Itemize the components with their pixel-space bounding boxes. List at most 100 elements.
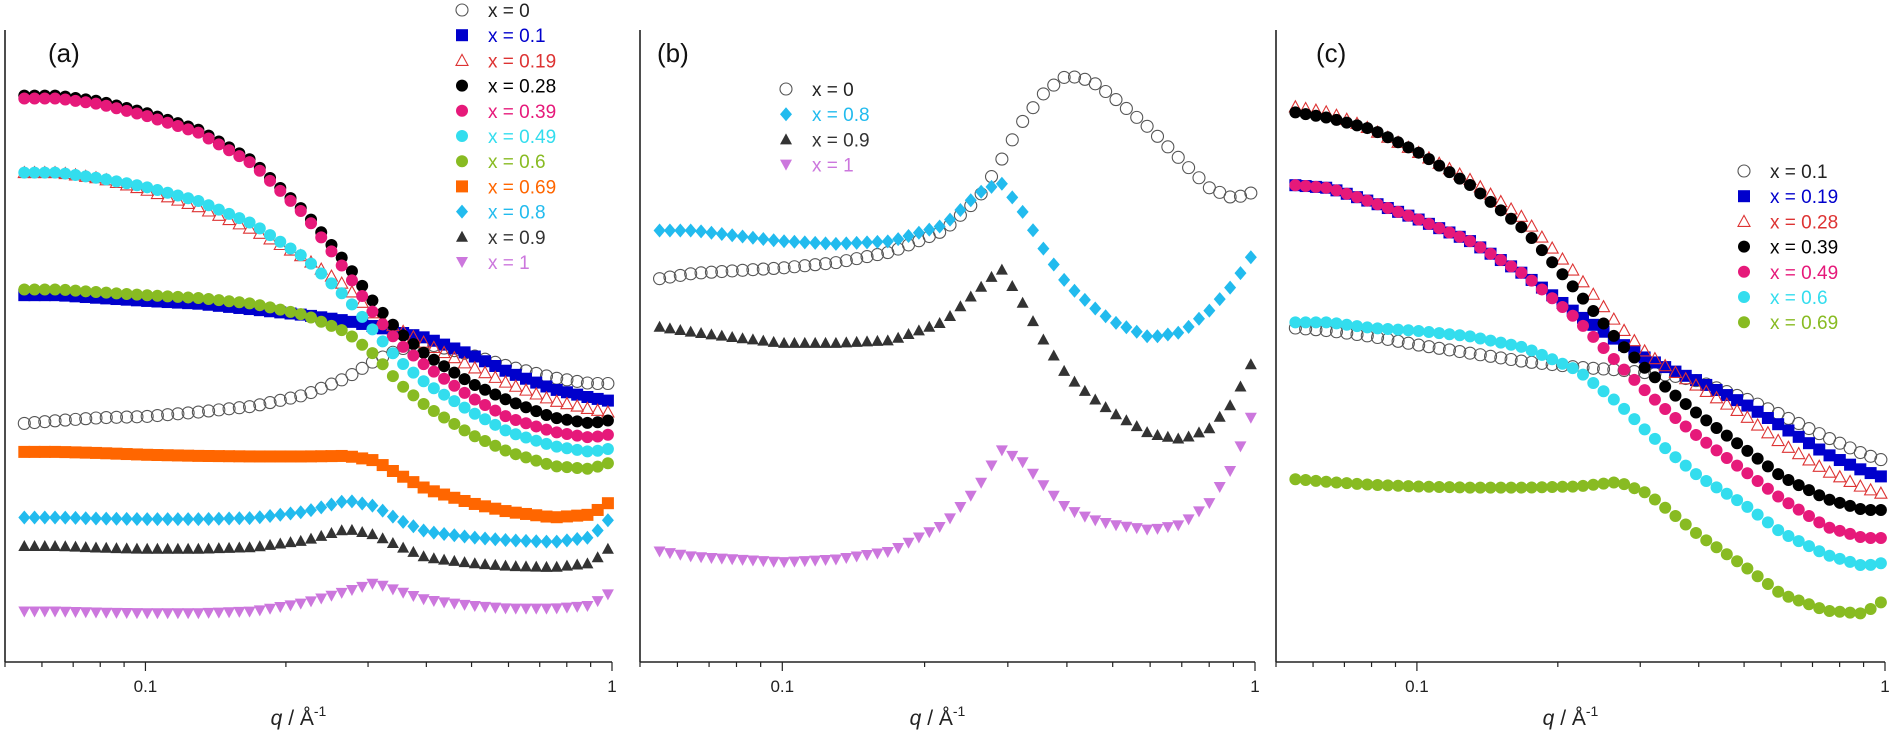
data-point: [1587, 330, 1600, 343]
data-point: [1628, 413, 1641, 426]
data-point: [1432, 341, 1446, 355]
data-point: [223, 450, 236, 463]
data-point: [243, 216, 256, 229]
data-point: [1587, 376, 1600, 389]
data-point: [581, 557, 594, 569]
data-point: [933, 219, 946, 234]
data-point: [778, 336, 791, 348]
data-point: [1792, 535, 1805, 548]
data-point: [49, 510, 62, 525]
data-point: [1223, 190, 1237, 204]
data-point: [819, 336, 832, 348]
data-point: [1556, 268, 1569, 281]
series-x0_6: [18, 283, 614, 475]
data-point: [1823, 449, 1836, 462]
data-point: [1213, 482, 1226, 494]
data-point: [1309, 474, 1322, 487]
data-point: [120, 511, 133, 526]
data-point: [69, 168, 82, 181]
data-point: [161, 542, 174, 554]
data-point: [130, 410, 144, 424]
data-point: [1740, 410, 1755, 423]
data-point: [222, 402, 236, 416]
data-point: [140, 409, 154, 423]
legend-label: x = 0.39: [488, 102, 556, 123]
data-point: [861, 235, 874, 250]
data-point: [530, 560, 543, 572]
data-point: [571, 415, 584, 428]
data-point: [1361, 194, 1374, 207]
legend-label: x = 0.19: [1770, 187, 1838, 208]
legend-label: x = 1: [812, 156, 854, 177]
data-point: [202, 132, 215, 145]
data-point: [499, 603, 512, 615]
data-point: [120, 410, 134, 424]
data-point: [100, 173, 113, 186]
data-point: [601, 376, 615, 391]
data-point: [212, 450, 225, 463]
legend-marker: [1737, 214, 1751, 227]
data-point: [1545, 240, 1560, 254]
data-point: [788, 336, 801, 348]
data-point: [1679, 518, 1692, 531]
data-point: [1813, 602, 1826, 615]
data-point: [1320, 316, 1333, 329]
data-point: [171, 512, 184, 527]
data-point: [448, 554, 461, 566]
data-point: [59, 606, 72, 618]
data-point: [975, 477, 988, 489]
data-point: [356, 310, 369, 323]
data-point: [49, 283, 62, 296]
series-x0_49: [1289, 179, 1887, 544]
data-point: [704, 265, 718, 279]
data-point: [540, 603, 553, 615]
data-point: [89, 541, 102, 553]
data-point: [28, 283, 41, 296]
data-point: [674, 324, 687, 336]
data-point: [601, 542, 614, 554]
series-x0_49: [18, 166, 614, 458]
data-point: [1772, 585, 1785, 598]
data-point: [767, 261, 781, 276]
data-point: [366, 323, 379, 336]
data-point: [871, 234, 884, 249]
data-point: [1120, 414, 1133, 426]
data-point: [407, 519, 420, 534]
data-point: [508, 379, 523, 392]
data-point: [89, 607, 102, 619]
x-tick-label: 0.1: [1405, 677, 1429, 696]
data-point: [530, 405, 543, 418]
data-point: [1047, 257, 1060, 272]
data-point: [151, 512, 164, 527]
data-point: [550, 426, 563, 439]
data-point: [397, 470, 410, 483]
data-point: [233, 541, 246, 553]
data-point: [829, 256, 843, 270]
data-point: [28, 510, 41, 525]
data-point: [407, 476, 420, 489]
data-point: [571, 429, 584, 442]
data-point: [1224, 465, 1237, 477]
data-point: [1823, 521, 1836, 534]
data-point: [1037, 241, 1050, 256]
data-point: [1109, 520, 1122, 532]
data-point: [120, 607, 133, 619]
x-axis-title: q / Å-1: [910, 703, 966, 730]
data-point: [1320, 475, 1333, 488]
data-point: [69, 510, 82, 525]
data-point: [601, 443, 614, 456]
data-point: [1392, 136, 1405, 149]
data-point: [49, 539, 62, 551]
data-point: [1422, 217, 1435, 230]
data-point: [253, 164, 266, 177]
data-point: [161, 608, 174, 620]
data-point: [407, 349, 420, 362]
data-point: [120, 448, 133, 461]
data-point: [1813, 489, 1826, 502]
legend-label: x = 0.8: [488, 203, 546, 224]
data-point: [222, 212, 237, 226]
data-point: [519, 417, 532, 430]
data-point: [778, 234, 791, 249]
data-point: [448, 491, 461, 504]
data-point: [1587, 478, 1600, 491]
